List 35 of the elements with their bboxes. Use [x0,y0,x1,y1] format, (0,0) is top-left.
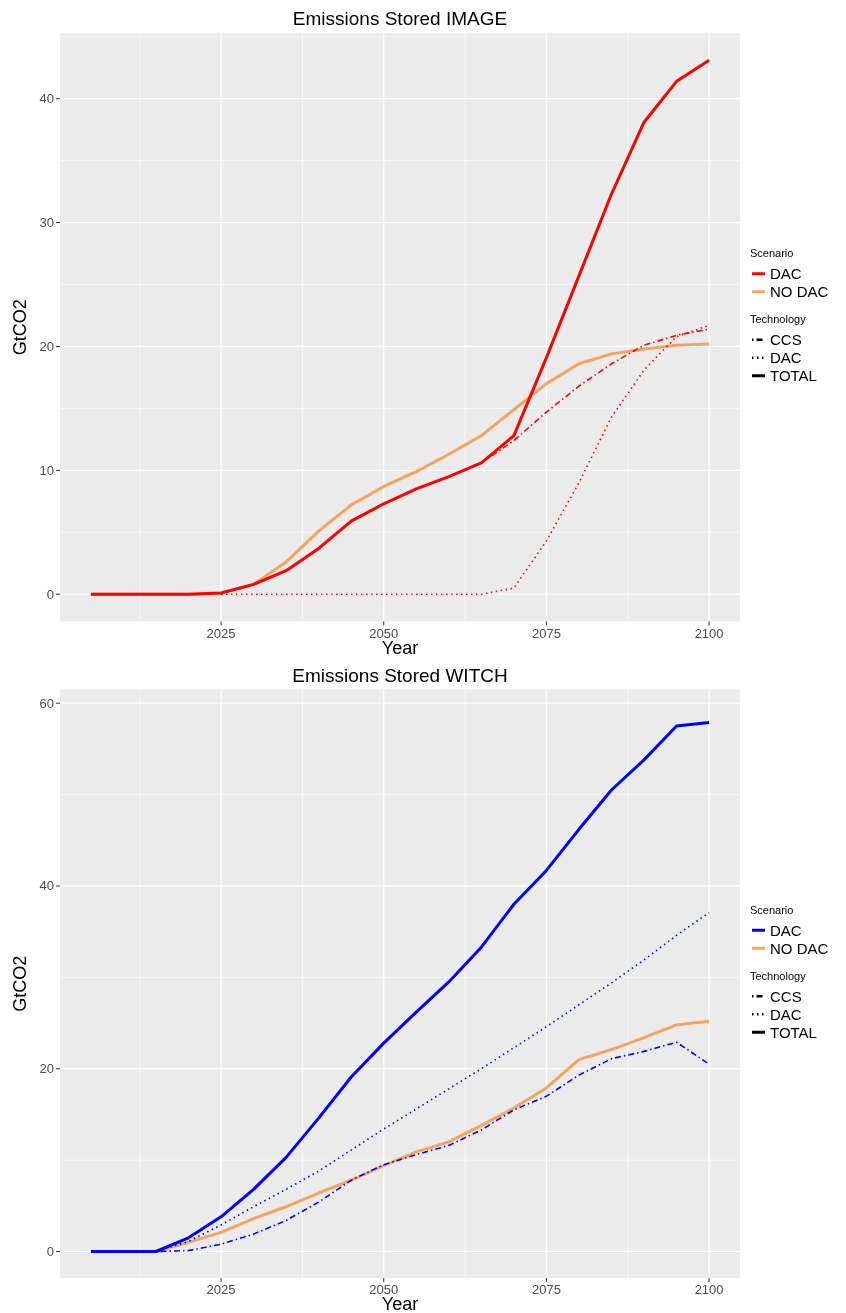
legend-label: NO DAC [770,939,829,957]
y-tick-label: 60 [39,695,54,711]
y-tick-label: 40 [39,878,54,894]
x-tick-label: 2100 [694,1282,724,1297]
x-tick-label: 2075 [531,625,561,641]
legend-label: DAC [770,921,802,939]
text: DAC [770,349,802,367]
text: Technology [750,313,807,326]
y-tick-label: 20 [39,1061,54,1077]
y-tick-label: 0 [46,1244,54,1259]
legend-label: NO DAC [770,283,829,301]
text: DAC [770,1005,802,1023]
y-tick-label: 10 [39,462,54,478]
text: CCS [770,331,802,349]
x-tick-label: 2025 [206,625,236,641]
x-tick-label: 2025 [206,1282,236,1297]
y-axis-title: GtCO2 [10,299,30,356]
y-tick-label: 20 [39,338,54,354]
text: TOTAL [770,1023,817,1041]
x-axis-title: Year [381,1294,419,1313]
y-tick-label: 30 [39,215,54,231]
y-axis-title: GtCO2 [10,955,30,1012]
text: Technology [750,969,807,982]
legend-label: DAC [770,265,802,283]
text: TOTAL [770,367,817,385]
x-tick-label: 2050 [369,1282,399,1297]
y-tick-label: 0 [46,586,54,602]
x-tick-label: 2100 [694,625,724,641]
chart-title: Emissions Stored IMAGE [292,8,508,29]
chart-title: Emissions Stored WITCH [292,664,508,686]
legend-title: Scenario [750,903,794,916]
legend-title: Scenario [750,247,794,260]
x-tick-label: 2075 [531,1282,561,1297]
text: CCS [770,987,802,1005]
y-tick-label: 40 [39,91,54,107]
